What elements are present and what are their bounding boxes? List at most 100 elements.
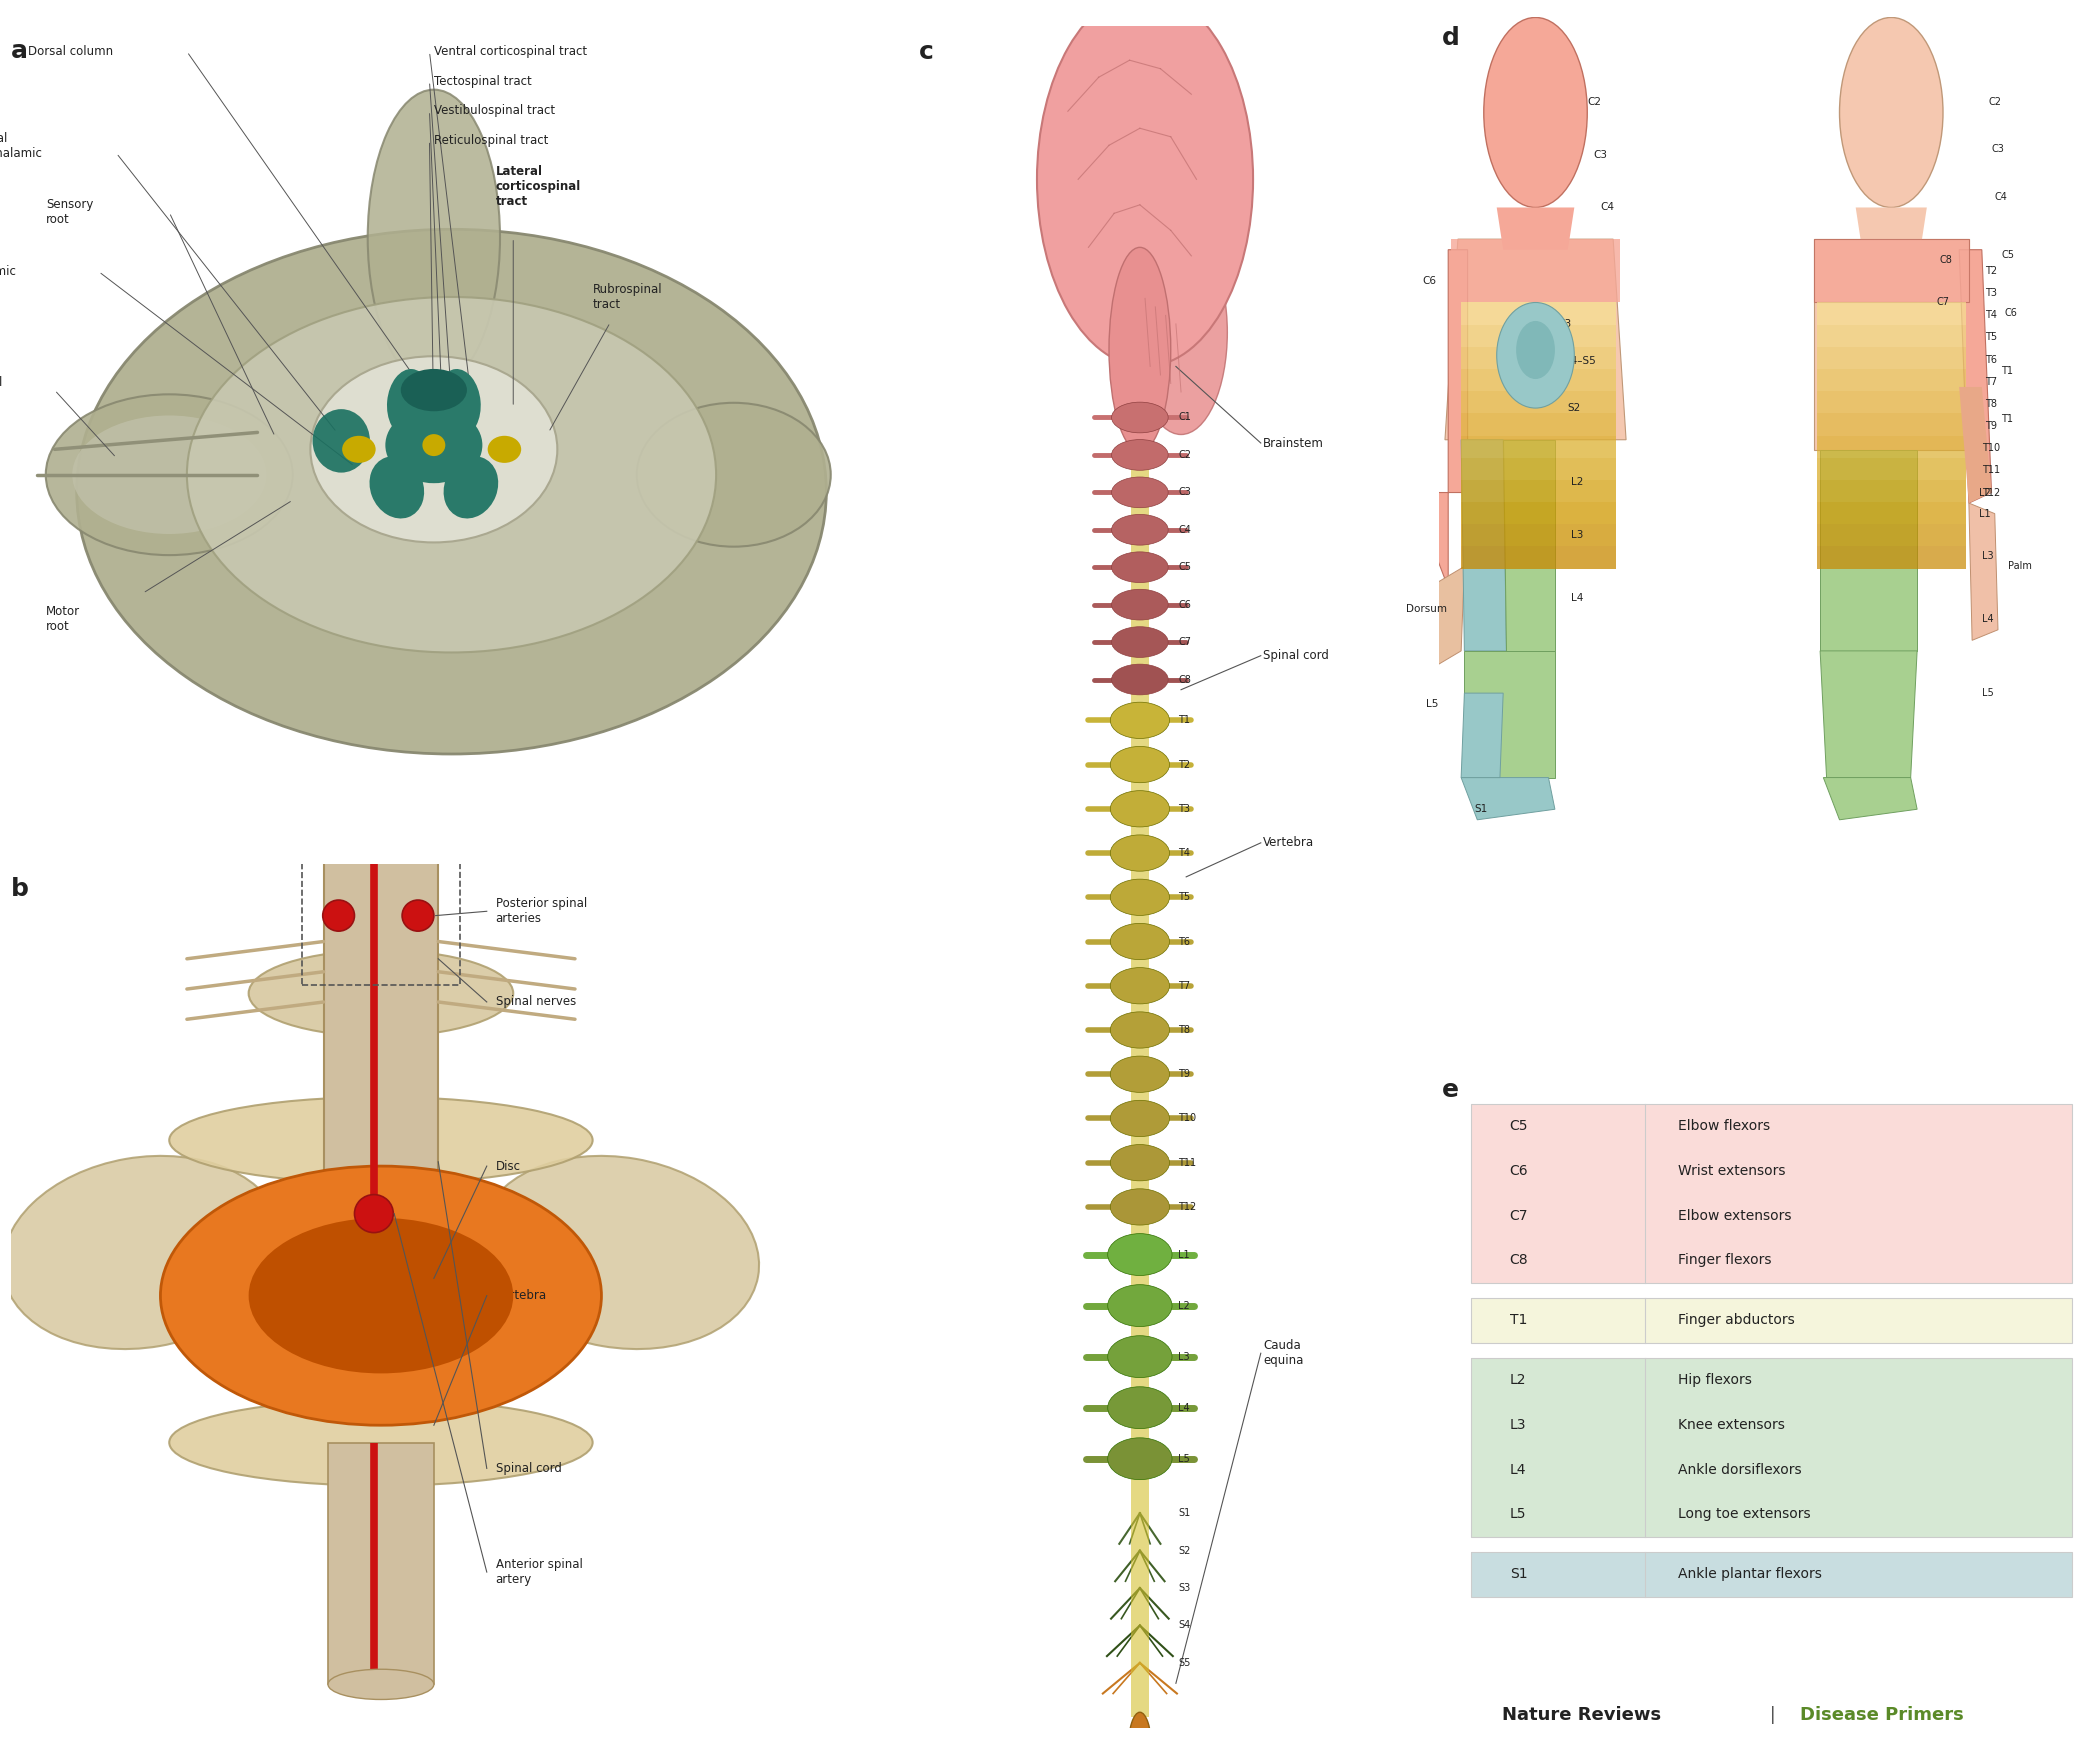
Text: C1: C1 (1178, 412, 1191, 422)
Ellipse shape (401, 368, 466, 412)
Ellipse shape (1111, 968, 1170, 1003)
Polygon shape (1821, 651, 1917, 778)
Text: S3: S3 (1558, 319, 1571, 328)
Text: Spinal cord: Spinal cord (496, 1462, 561, 1475)
Ellipse shape (1111, 834, 1170, 871)
Ellipse shape (76, 229, 827, 754)
Text: Knee extensors: Knee extensors (1678, 1419, 1785, 1433)
Ellipse shape (170, 1399, 592, 1485)
Polygon shape (1426, 567, 1464, 672)
Ellipse shape (1107, 1387, 1172, 1429)
Text: T9: T9 (1178, 1070, 1191, 1078)
Polygon shape (1462, 414, 1617, 436)
Ellipse shape (1111, 401, 1168, 433)
Polygon shape (1462, 391, 1617, 414)
Text: Hip flexors: Hip flexors (1678, 1373, 1751, 1387)
Ellipse shape (248, 1218, 512, 1373)
Text: C5: C5 (1178, 562, 1191, 572)
Ellipse shape (368, 89, 500, 386)
Text: Disc: Disc (496, 1160, 521, 1173)
Ellipse shape (323, 785, 439, 820)
Text: T1: T1 (1510, 1314, 1527, 1328)
Circle shape (401, 900, 435, 932)
Text: S1: S1 (1474, 804, 1487, 815)
Ellipse shape (1107, 1335, 1172, 1377)
Text: C7: C7 (1936, 297, 1949, 307)
Text: Brainstem: Brainstem (1264, 436, 1325, 450)
Ellipse shape (248, 949, 512, 1037)
Text: Vestibulospinal tract: Vestibulospinal tract (435, 105, 554, 117)
Text: Spinal
root: Spinal root (0, 377, 2, 405)
Ellipse shape (1134, 230, 1226, 435)
Ellipse shape (1111, 1101, 1170, 1136)
Polygon shape (1959, 250, 1991, 503)
Text: L4: L4 (1571, 593, 1583, 604)
Text: T8: T8 (1984, 400, 1997, 408)
Bar (1470, 1358, 2073, 1537)
Text: L5: L5 (1510, 1508, 1527, 1522)
Bar (1470, 1105, 2073, 1283)
Polygon shape (1445, 239, 1625, 440)
Ellipse shape (1111, 1145, 1170, 1181)
Text: L3: L3 (1571, 530, 1583, 539)
Text: Lateral
spinthalamic
tract: Lateral spinthalamic tract (0, 131, 42, 174)
Polygon shape (1816, 347, 1966, 368)
Text: C4: C4 (1995, 192, 2008, 202)
Polygon shape (1816, 503, 1966, 524)
Ellipse shape (443, 457, 498, 518)
Bar (328, 1443, 435, 1684)
Polygon shape (1823, 778, 1917, 820)
Text: C3: C3 (1991, 145, 2003, 154)
Text: T7: T7 (1984, 377, 1997, 387)
Ellipse shape (437, 368, 481, 436)
Ellipse shape (1111, 701, 1170, 738)
Text: T6: T6 (1178, 937, 1191, 946)
Text: Disease Primers: Disease Primers (1800, 1707, 1964, 1724)
Bar (1470, 1551, 2073, 1597)
Text: C4: C4 (1600, 202, 1615, 213)
Text: a: a (10, 38, 27, 63)
Ellipse shape (1111, 1056, 1170, 1092)
Ellipse shape (487, 436, 521, 462)
Text: Lateral
corticospinal
tract: Lateral corticospinal tract (496, 166, 582, 208)
Text: C3: C3 (1594, 150, 1609, 161)
Ellipse shape (1109, 248, 1170, 452)
Text: e: e (1443, 1078, 1459, 1103)
Text: T12: T12 (1982, 487, 1999, 497)
Text: T11: T11 (1982, 466, 1999, 475)
Circle shape (355, 1195, 393, 1232)
Text: C2: C2 (1178, 450, 1191, 461)
Ellipse shape (370, 457, 424, 518)
Text: S4–S5: S4–S5 (1564, 356, 1596, 365)
Polygon shape (1462, 440, 1506, 651)
Text: d: d (1443, 26, 1459, 51)
Text: L3: L3 (1982, 551, 1993, 560)
Polygon shape (1814, 239, 1970, 302)
Polygon shape (1462, 546, 1617, 569)
Text: L2: L2 (1571, 476, 1583, 487)
Text: C6: C6 (1178, 600, 1191, 609)
Ellipse shape (1107, 1438, 1172, 1480)
Text: S1: S1 (1178, 1508, 1191, 1518)
Polygon shape (1821, 450, 1917, 651)
Ellipse shape (1497, 302, 1575, 408)
Text: S5: S5 (1178, 1658, 1191, 1668)
Ellipse shape (311, 356, 556, 543)
Ellipse shape (1516, 321, 1554, 379)
Polygon shape (1959, 387, 1991, 503)
Polygon shape (1462, 778, 1554, 820)
Polygon shape (1462, 436, 1617, 457)
Text: Palm: Palm (2008, 562, 2031, 571)
Text: Motor
root: Motor root (46, 604, 80, 633)
Polygon shape (1816, 436, 1966, 457)
Text: C4: C4 (1178, 525, 1191, 534)
Text: L5: L5 (1426, 698, 1438, 708)
Text: S4: S4 (1178, 1621, 1191, 1630)
Text: Vertebra: Vertebra (496, 1290, 546, 1302)
Text: Elbow extensors: Elbow extensors (1678, 1209, 1791, 1223)
Ellipse shape (1111, 790, 1170, 827)
Text: L3: L3 (1510, 1419, 1527, 1433)
Ellipse shape (1111, 879, 1170, 916)
Text: C5: C5 (2001, 250, 2014, 260)
Text: T5: T5 (1178, 892, 1191, 902)
